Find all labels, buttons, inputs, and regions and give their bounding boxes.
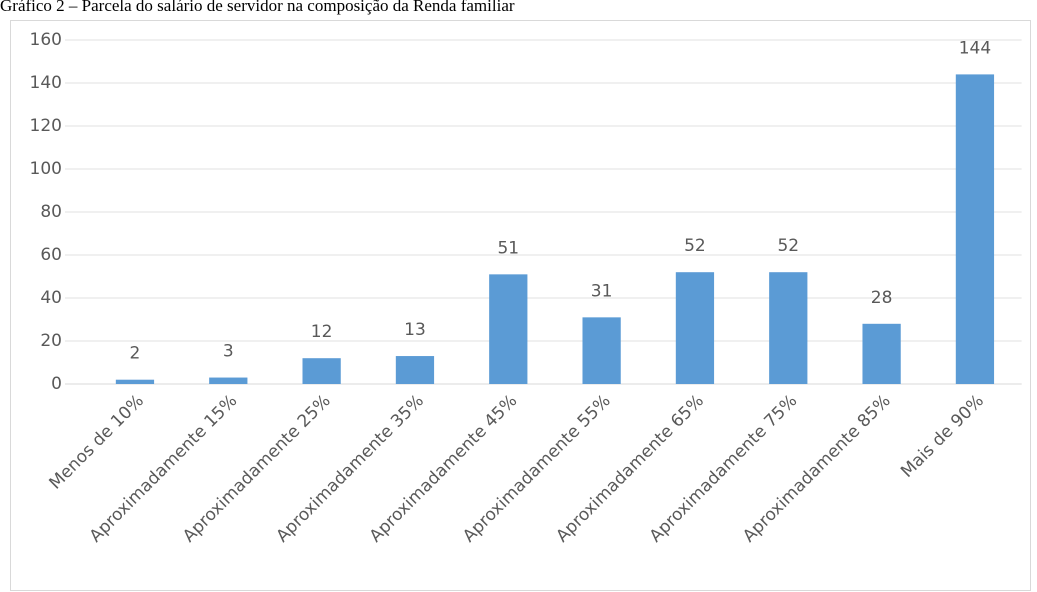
x-tick-label: Aproximadamente 65% xyxy=(552,391,708,547)
x-tick-label: Aproximadamente 45% xyxy=(366,391,522,547)
x-tick-label: Aproximadamente 85% xyxy=(739,391,895,547)
y-tick-label: 160 xyxy=(30,30,62,50)
x-tick-label: Aproximadamente 55% xyxy=(459,391,615,547)
x-tick-label: Aproximadamente 35% xyxy=(272,391,428,547)
y-tick-label: 60 xyxy=(40,245,62,265)
bar xyxy=(302,358,341,384)
data-label: 28 xyxy=(871,288,893,308)
y-tick-label: 140 xyxy=(30,73,62,93)
data-label: 51 xyxy=(497,238,519,258)
chart-title: Gráfico 2 – Parcela do salário de servid… xyxy=(0,0,515,15)
x-tick-label: Mais de 90% xyxy=(897,391,988,482)
x-tick-label: Aproximadamente 15% xyxy=(86,391,242,547)
y-tick-label: 40 xyxy=(40,288,62,308)
bar xyxy=(209,377,248,384)
data-label: 12 xyxy=(311,322,333,342)
data-label: 144 xyxy=(959,38,991,58)
bar xyxy=(582,317,621,384)
bar xyxy=(395,356,435,384)
bar xyxy=(769,272,808,384)
data-label: 52 xyxy=(777,236,799,256)
y-tick-label: 100 xyxy=(30,159,62,179)
bar xyxy=(862,323,901,384)
bar xyxy=(955,74,995,385)
bar xyxy=(115,379,155,384)
data-label: 13 xyxy=(404,320,426,340)
data-label: 31 xyxy=(591,281,613,301)
x-tick-label: Aproximadamente 75% xyxy=(646,391,802,547)
data-label: 3 xyxy=(223,342,234,362)
data-label: 52 xyxy=(684,236,706,256)
bar xyxy=(675,272,715,384)
y-tick-label: 20 xyxy=(40,331,62,351)
y-tick-label: 80 xyxy=(40,202,62,222)
x-tick-label: Aproximadamente 25% xyxy=(179,391,335,547)
data-label: 2 xyxy=(130,344,141,364)
y-tick-label: 120 xyxy=(30,116,62,136)
y-tick-label: 0 xyxy=(51,374,62,394)
chart-frame xyxy=(10,20,1031,591)
bar xyxy=(489,274,528,384)
x-tick-label: Menos de 10% xyxy=(45,391,148,494)
